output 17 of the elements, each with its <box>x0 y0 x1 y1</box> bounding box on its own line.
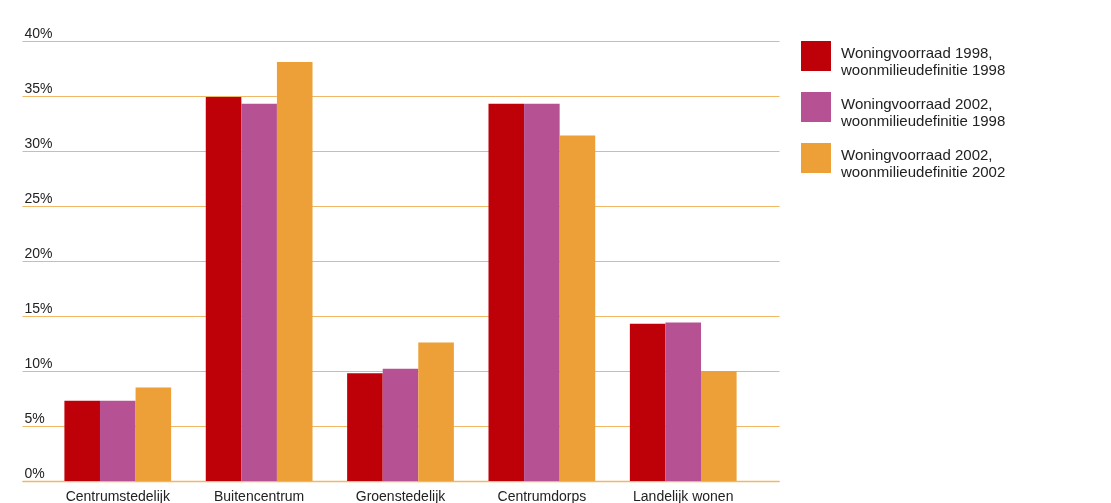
y-tick-label: 20% <box>24 244 53 261</box>
legend-label: Woningvoorraad 2002, woonmilieudefinitie 2002 <box>840 146 1006 180</box>
x-tick-label: Buitencentrum <box>214 487 305 503</box>
x-tick-label: Centrumstedelijk <box>65 487 171 503</box>
x-tick-label: Centrumdorps <box>497 487 587 503</box>
x-tick-label: Groenstedelijk <box>355 487 447 503</box>
y-tick-label: 10% <box>24 354 53 371</box>
y-tick-label: 30% <box>24 134 53 151</box>
y-tick-label: 35% <box>24 79 53 96</box>
y-tick-label: 25% <box>24 189 53 206</box>
y-tick-label: 40% <box>24 24 53 41</box>
legend-label: Woningvoorraad 1998, woonmilieudefinitie 1998 <box>840 44 1006 78</box>
y-tick-label: 15% <box>24 299 53 316</box>
legend-label: Woningvoorraad 2002, woonmilieudefinitie 1998 <box>840 95 1006 129</box>
x-tick-label: Landelijk wonen <box>633 487 734 503</box>
y-tick-label: 0% <box>24 464 45 481</box>
y-tick-label: 5% <box>24 409 45 426</box>
